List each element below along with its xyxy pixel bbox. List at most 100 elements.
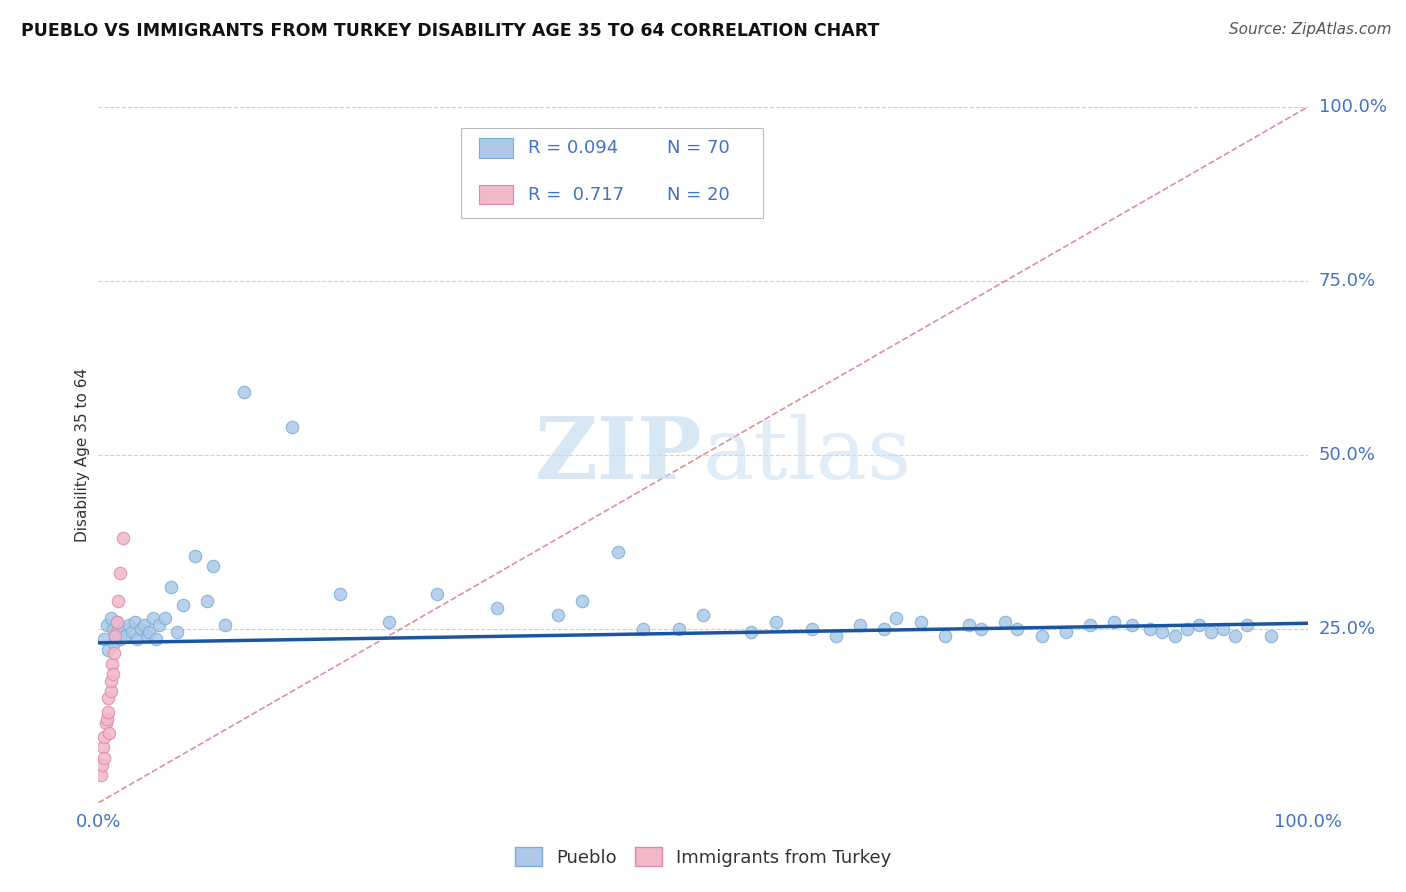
Point [214,618,236,632]
Y-axis label: Disability Age 35 to 64: Disability Age 35 to 64 [75,368,90,542]
Point [108,632,131,647]
Point [111,532,134,546]
Point [97,706,120,720]
Point [825,629,848,643]
Point [994,615,1017,629]
Point [281,420,304,434]
Point [93,632,115,647]
Point [101,667,124,681]
Point [1102,615,1125,629]
Point [1139,622,1161,636]
Point [886,611,908,625]
Point [849,618,872,632]
Point [1078,618,1101,632]
Point [104,629,127,643]
Point [100,657,122,671]
Point [1121,618,1143,632]
Point [135,629,157,643]
Point [101,622,124,636]
Point [121,625,143,640]
Point [970,622,993,636]
Point [571,594,593,608]
Point [1260,629,1282,643]
Point [134,618,156,632]
Text: atlas: atlas [703,413,912,497]
Point [1212,622,1234,636]
Point [1054,625,1077,640]
Point [957,618,980,632]
Point [97,642,120,657]
Text: 25.0%: 25.0% [1319,620,1376,638]
Point [668,622,690,636]
Point [740,625,762,640]
Point [100,611,122,625]
Point [934,629,956,643]
Text: R = 0.094: R = 0.094 [527,139,617,157]
Point [160,580,183,594]
Point [232,385,254,400]
Point [103,636,125,650]
Point [1007,622,1029,636]
Point [108,566,131,581]
Point [114,629,136,643]
Point [873,622,896,636]
Point [111,622,134,636]
Point [377,615,399,629]
Point [93,750,115,764]
Point [129,622,152,636]
Point [127,632,149,647]
Point [98,726,121,740]
Point [142,611,165,625]
Point [172,598,194,612]
Point [1188,618,1211,632]
Point [329,587,352,601]
Point [1199,625,1222,640]
Point [138,625,160,640]
FancyBboxPatch shape [479,185,513,204]
Text: 100.0%: 100.0% [1319,98,1386,116]
Point [148,618,170,632]
Point [800,622,823,636]
Point [1031,629,1053,643]
Text: N = 20: N = 20 [666,186,730,203]
Point [100,674,122,689]
Point [607,545,630,559]
Point [166,625,188,640]
Point [1236,618,1258,632]
Text: 50.0%: 50.0% [1319,446,1375,464]
FancyBboxPatch shape [479,138,513,158]
Point [1163,629,1185,643]
Point [202,559,225,574]
Point [93,730,115,744]
Point [145,632,167,647]
Point [105,615,128,629]
FancyBboxPatch shape [461,128,763,219]
Point [118,618,141,632]
Point [124,615,146,629]
Text: PUEBLO VS IMMIGRANTS FROM TURKEY DISABILITY AGE 35 TO 64 CORRELATION CHART: PUEBLO VS IMMIGRANTS FROM TURKEY DISABIL… [21,22,880,40]
Point [103,646,125,660]
Point [90,768,112,782]
Text: Source: ZipAtlas.com: Source: ZipAtlas.com [1229,22,1392,37]
Text: R =  0.717: R = 0.717 [527,186,624,203]
Point [547,607,569,622]
Point [105,615,128,629]
Point [765,615,787,629]
Point [97,691,120,706]
Point [96,618,118,632]
Point [426,587,449,601]
Point [631,622,654,636]
Point [692,607,714,622]
Text: N = 70: N = 70 [666,139,730,157]
Text: 75.0%: 75.0% [1319,272,1376,290]
Text: ZIP: ZIP [536,413,703,497]
Point [1223,629,1246,643]
Point [96,712,118,726]
Point [1152,625,1174,640]
Point [107,594,129,608]
Point [910,615,932,629]
Point [1175,622,1198,636]
Legend: Pueblo, Immigrants from Turkey: Pueblo, Immigrants from Turkey [508,840,898,874]
Point [94,715,117,730]
Point [105,625,128,640]
